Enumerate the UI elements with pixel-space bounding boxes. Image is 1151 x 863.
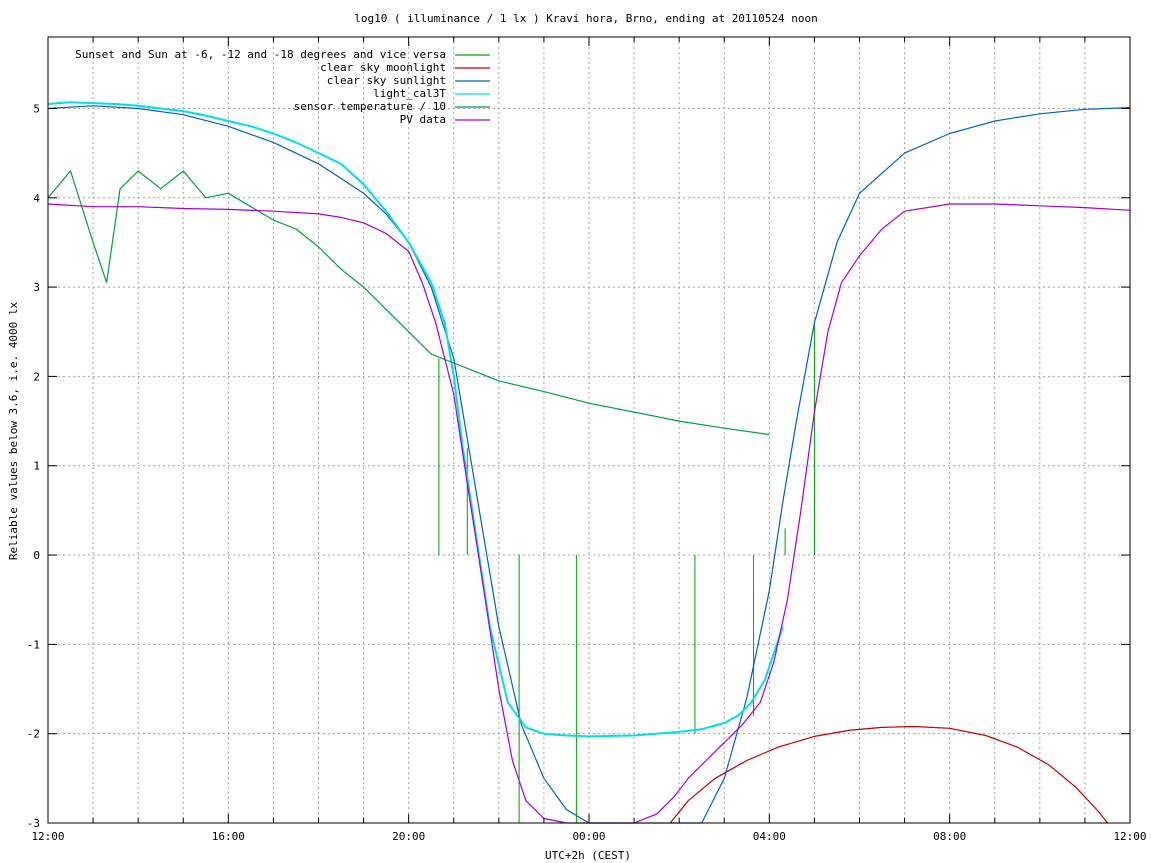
series-light-cal3t	[47, 101, 784, 738]
legend: Sunset and Sun at -6, -12 and -18 degree…	[75, 48, 490, 126]
series-clear-sky-moonlight	[669, 725, 1108, 824]
series-clear-sky-sunlight	[47, 105, 1131, 824]
series-sensor-temperature-10	[47, 170, 770, 436]
y-tick-label: 4	[33, 192, 40, 205]
series-layer	[47, 101, 1131, 824]
x-tick-label: 00:00	[572, 830, 605, 843]
x-tick-label: 16:00	[212, 830, 245, 843]
series-sunset-and-sun-at-6-12-and-18-degrees-and-vice-versa	[438, 322, 815, 823]
y-tick-label: 1	[33, 460, 40, 473]
y-tick-label: 2	[33, 370, 40, 383]
x-tick-label: 12:00	[1113, 830, 1146, 843]
grid	[48, 37, 1130, 823]
tick-layer: 12:00 16:00 20:00 00:00 04:00 08:00 12:00 5 4 3 2 1…	[27, 37, 1147, 843]
y-tick-label: -2	[27, 728, 40, 741]
x-axis-label: UTC+2h (CEST)	[545, 849, 631, 862]
plot-frame	[47, 36, 1131, 824]
y-tick-label: 3	[33, 281, 40, 294]
legend-label: sensor temperature / 10	[294, 100, 446, 113]
x-tick-label: 04:00	[753, 830, 786, 843]
y-tick-label: -1	[27, 638, 40, 651]
legend-label: clear sky sunlight	[327, 74, 446, 87]
x-tick-label: 12:00	[31, 830, 64, 843]
chart-title: log10 ( illuminance / 1 lx ) Kravi hora,…	[354, 12, 818, 25]
y-tick-label: 0	[33, 549, 40, 562]
legend-label: PV data	[400, 113, 446, 126]
x-tick-label: 20:00	[392, 830, 425, 843]
legend-label: clear sky moonlight	[320, 61, 446, 74]
y-tick-label: -3	[27, 817, 40, 830]
y-tick-label: 5	[33, 102, 40, 115]
legend-label: Sunset and Sun at -6, -12 and -18 degree…	[75, 48, 446, 61]
y-axis-label: Reliable values below 3.6, i.e. 4000 lx	[7, 301, 20, 560]
legend-label: light_cal3T	[373, 87, 446, 100]
x-tick-label: 08:00	[933, 830, 966, 843]
